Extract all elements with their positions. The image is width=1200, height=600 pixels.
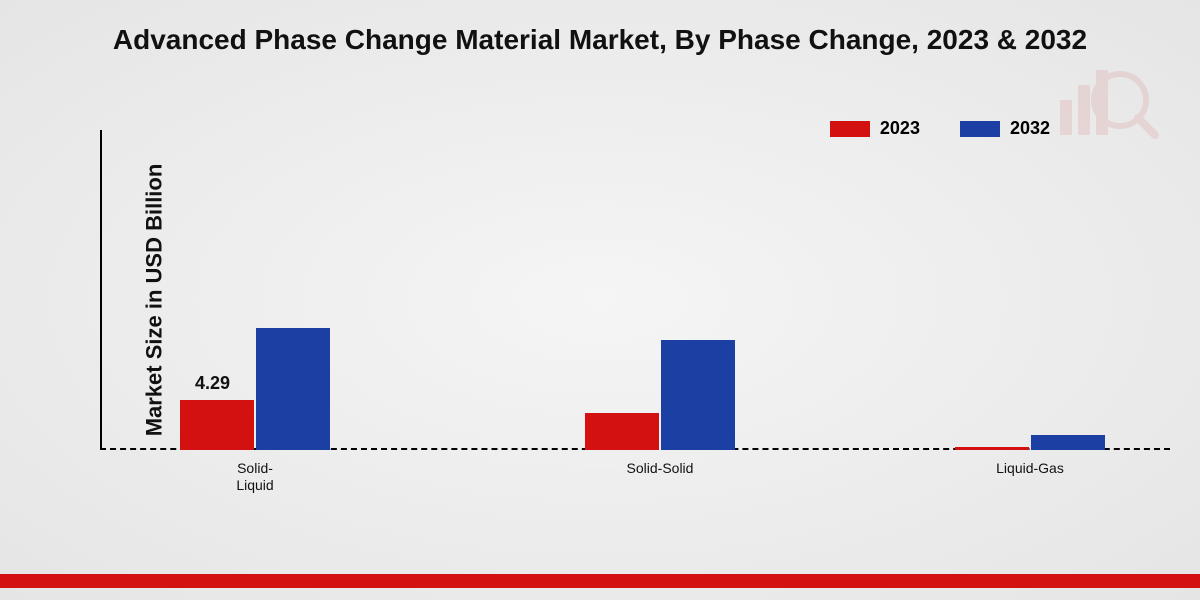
bar-2032-solid-solid — [661, 340, 735, 450]
legend: 2023 2032 — [830, 118, 1050, 139]
footer-accent-bar — [0, 574, 1200, 588]
legend-item-2032: 2032 — [960, 118, 1050, 139]
value-label-2023-solid-liquid: 4.29 — [195, 373, 230, 394]
y-axis-line — [100, 130, 102, 450]
legend-swatch-2032 — [960, 121, 1000, 137]
watermark-logo — [1040, 60, 1160, 155]
chart-title: Advanced Phase Change Material Market, B… — [0, 24, 1200, 56]
chart-container: Advanced Phase Change Material Market, B… — [0, 0, 1200, 600]
legend-label-2023: 2023 — [880, 118, 920, 139]
bar-2023-solid-liquid — [180, 400, 254, 450]
bar-2032-solid-liquid — [256, 328, 330, 450]
category-label-solid-liquid: Solid-Liquid — [185, 460, 325, 494]
legend-item-2023: 2023 — [830, 118, 920, 139]
bar-2032-liquid-gas — [1031, 435, 1105, 450]
legend-swatch-2023 — [830, 121, 870, 137]
category-label-solid-solid: Solid-Solid — [590, 460, 730, 477]
bar-2023-solid-solid — [585, 413, 659, 450]
plot-area: Solid-LiquidSolid-SolidLiquid-Gas4.29 — [100, 160, 1170, 450]
category-label-liquid-gas: Liquid-Gas — [960, 460, 1100, 477]
bar-2023-liquid-gas — [955, 447, 1029, 450]
legend-label-2032: 2032 — [1010, 118, 1050, 139]
